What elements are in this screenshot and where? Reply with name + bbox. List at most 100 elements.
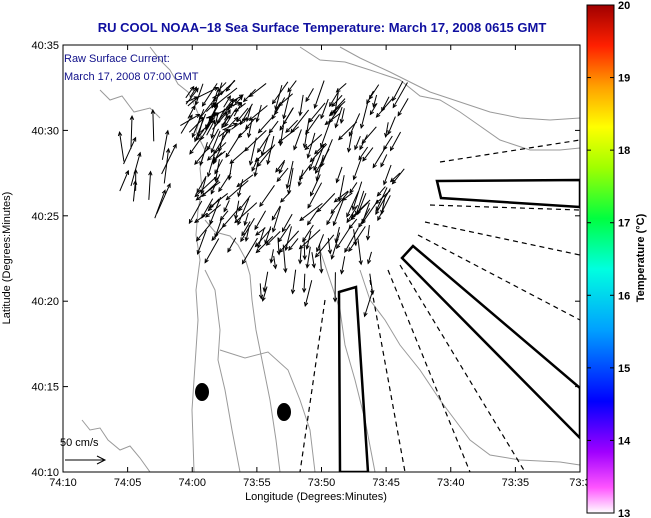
radar-beam-outlines bbox=[337, 178, 580, 472]
current-vector bbox=[200, 177, 207, 195]
current-vector bbox=[117, 131, 125, 162]
current-vector bbox=[194, 83, 204, 106]
current-vector bbox=[298, 246, 303, 265]
current-vector bbox=[279, 108, 294, 131]
current-vector bbox=[189, 137, 202, 155]
current-vector bbox=[305, 246, 311, 269]
current-vector bbox=[311, 252, 316, 269]
current-vector bbox=[330, 191, 349, 215]
current-vector bbox=[243, 212, 249, 227]
current-vector bbox=[241, 237, 258, 265]
current-vector bbox=[346, 204, 359, 224]
map-area bbox=[65, 46, 580, 472]
x-tick-label: 73:45 bbox=[372, 477, 400, 489]
current-vector bbox=[339, 108, 345, 124]
current-vector bbox=[255, 236, 274, 254]
current-vector bbox=[262, 271, 269, 293]
current-vector bbox=[310, 174, 321, 197]
current-vector bbox=[218, 103, 234, 121]
current-vector bbox=[198, 99, 215, 120]
current-vector bbox=[255, 104, 262, 123]
current-vector bbox=[387, 116, 396, 136]
current-vector bbox=[305, 88, 314, 103]
current-vector bbox=[148, 170, 153, 200]
current-vector bbox=[282, 90, 291, 120]
current-vector bbox=[350, 201, 369, 221]
current-vector bbox=[231, 118, 247, 130]
current-vector bbox=[333, 91, 339, 116]
current-vector bbox=[375, 187, 388, 212]
current-vector bbox=[326, 212, 334, 226]
current-vector bbox=[161, 143, 177, 175]
current-vector bbox=[374, 190, 391, 205]
current-vector bbox=[279, 191, 291, 203]
current-vector bbox=[363, 291, 373, 318]
current-vector bbox=[248, 83, 267, 98]
current-vector bbox=[224, 109, 236, 128]
current-vector bbox=[344, 227, 359, 253]
current-vector bbox=[366, 90, 374, 105]
current-vector bbox=[229, 147, 248, 164]
current-vector bbox=[305, 114, 320, 135]
current-vector bbox=[357, 238, 363, 266]
current-vectors bbox=[117, 79, 409, 318]
current-vector bbox=[392, 82, 408, 109]
current-vector bbox=[242, 88, 256, 103]
radar-site-marker bbox=[277, 403, 291, 421]
current-vector bbox=[372, 94, 378, 108]
current-vector bbox=[301, 273, 307, 294]
current-vector bbox=[222, 97, 234, 114]
x-tick-label: 73:35 bbox=[502, 477, 530, 489]
current-vector bbox=[365, 225, 371, 241]
current-vector bbox=[206, 154, 215, 178]
current-vector bbox=[237, 198, 250, 226]
current-vector bbox=[227, 237, 237, 253]
current-vector bbox=[256, 133, 271, 154]
current-vector bbox=[308, 102, 326, 123]
current-vector bbox=[206, 101, 217, 112]
current-vector bbox=[150, 108, 156, 142]
current-vector bbox=[180, 113, 201, 126]
current-vector bbox=[308, 157, 315, 172]
current-vector bbox=[361, 126, 377, 145]
x-axis: 74:10 74:05 74:00 73:55 73:50 73:45 73:40 73:35… bbox=[49, 45, 591, 489]
current-vector bbox=[269, 249, 274, 264]
current-vector bbox=[271, 205, 281, 221]
current-vector bbox=[346, 191, 359, 218]
current-vector bbox=[222, 114, 231, 126]
current-vector bbox=[284, 226, 292, 252]
current-vector bbox=[334, 106, 343, 129]
current-vector bbox=[324, 112, 341, 126]
current-vector bbox=[254, 210, 267, 231]
current-vector bbox=[237, 179, 244, 198]
current-vector bbox=[384, 122, 389, 138]
current-vector bbox=[319, 119, 332, 149]
current-vector bbox=[254, 146, 273, 163]
current-vector bbox=[380, 154, 388, 168]
current-vector bbox=[228, 116, 239, 128]
y-tick-label: 40:20 bbox=[31, 296, 59, 308]
bathymetry-contours bbox=[81, 46, 580, 472]
current-vector bbox=[197, 87, 219, 99]
current-vector bbox=[260, 137, 269, 157]
current-vector bbox=[194, 212, 208, 224]
current-vector bbox=[244, 225, 250, 243]
current-vector bbox=[187, 104, 196, 119]
current-vector bbox=[188, 116, 205, 133]
y-axis-label: Latitude (Degrees:Minutes) bbox=[1, 192, 13, 325]
radar-site-marker bbox=[195, 383, 209, 401]
current-vector bbox=[246, 118, 253, 139]
current-vector bbox=[180, 114, 193, 134]
current-vector bbox=[224, 109, 231, 121]
current-vector bbox=[240, 217, 255, 243]
current-vector bbox=[376, 186, 386, 197]
current-vector bbox=[367, 251, 373, 265]
current-vector bbox=[185, 87, 199, 105]
current-vector bbox=[196, 229, 207, 255]
current-vector bbox=[256, 144, 276, 168]
colorbar-tick-label: 15 bbox=[618, 363, 630, 375]
current-vector bbox=[332, 197, 345, 227]
annotation-line-1: Raw Surface Current: bbox=[64, 53, 170, 65]
current-vector bbox=[333, 190, 349, 203]
current-vector bbox=[205, 204, 222, 218]
